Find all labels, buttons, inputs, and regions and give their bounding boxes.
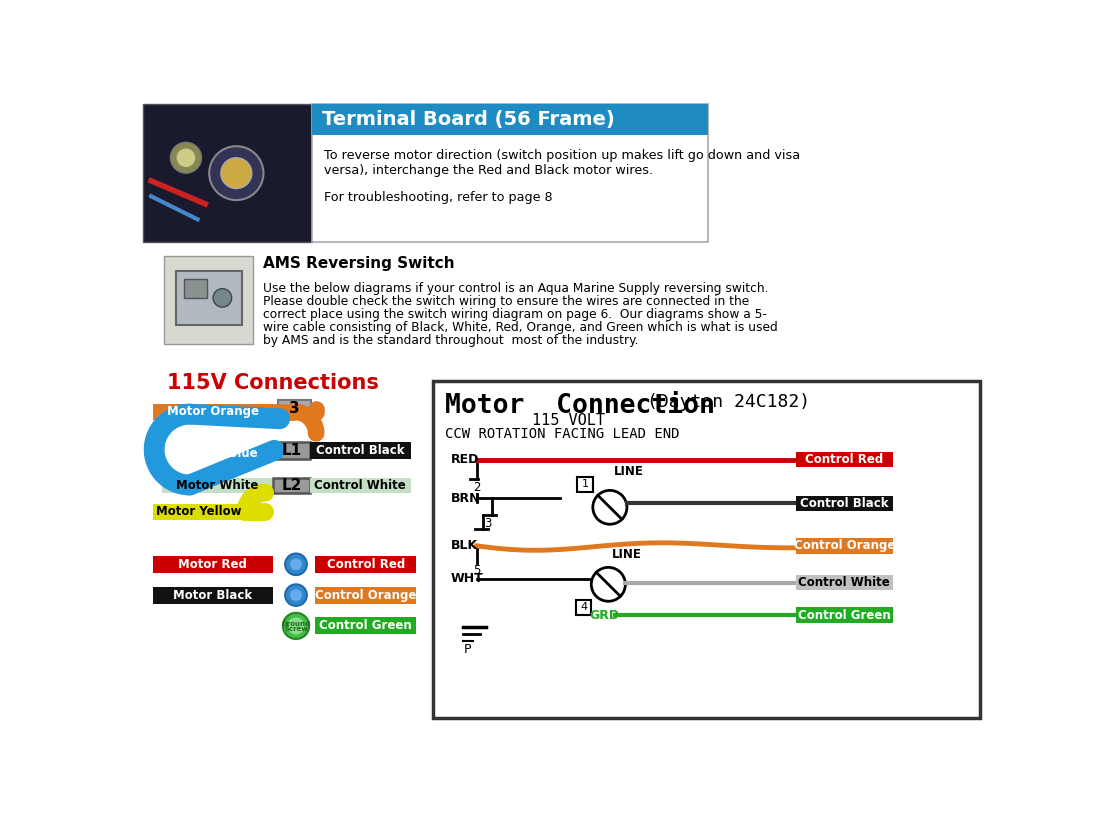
- Text: Control Black: Control Black: [800, 497, 889, 510]
- Bar: [183, 278, 207, 298]
- Text: versa), interchange the Red and Black motor wires.: versa), interchange the Red and Black mo…: [324, 164, 653, 177]
- Text: AMS Reversing Switch: AMS Reversing Switch: [262, 256, 454, 270]
- Bar: [152, 404, 273, 419]
- Text: L2: L2: [281, 479, 302, 493]
- Text: Motor Orange: Motor Orange: [167, 405, 259, 418]
- Text: wire cable consisting of Black, White, Red, Orange, and Green which is what is u: wire cable consisting of Black, White, R…: [262, 321, 778, 334]
- Text: 5: 5: [473, 564, 480, 577]
- Circle shape: [285, 584, 307, 606]
- Circle shape: [210, 147, 263, 200]
- Text: BRN: BRN: [451, 492, 480, 505]
- Bar: [796, 607, 893, 623]
- Text: LINE: LINE: [612, 548, 642, 561]
- Text: CCW ROTATION FACING LEAD END: CCW ROTATION FACING LEAD END: [444, 427, 679, 441]
- Text: LINE: LINE: [613, 465, 644, 478]
- Circle shape: [290, 558, 302, 571]
- Circle shape: [285, 554, 307, 575]
- Text: 2: 2: [474, 481, 480, 494]
- Text: Terminal Board (56 Frame): Terminal Board (56 Frame): [321, 110, 614, 129]
- Text: L1: L1: [281, 443, 302, 457]
- Text: (Dayton 24C182): (Dayton 24C182): [647, 392, 811, 410]
- Bar: [162, 478, 273, 493]
- Text: P: P: [464, 643, 472, 656]
- Text: Motor White: Motor White: [177, 479, 259, 492]
- Bar: [315, 587, 416, 603]
- Text: 4: 4: [580, 602, 587, 612]
- Text: GRD: GRD: [590, 609, 620, 622]
- Text: WHT: WHT: [451, 572, 484, 585]
- Text: Motor Red: Motor Red: [178, 558, 247, 571]
- Circle shape: [177, 148, 195, 167]
- Circle shape: [591, 567, 625, 602]
- Bar: [144, 104, 313, 243]
- Text: 3: 3: [484, 518, 491, 531]
- Text: Motor Yellow: Motor Yellow: [157, 505, 241, 519]
- Bar: [313, 104, 708, 243]
- Text: 115 VOLT: 115 VOLT: [532, 414, 606, 428]
- Bar: [576, 600, 591, 615]
- Text: BLK: BLK: [451, 540, 478, 553]
- Bar: [152, 587, 273, 603]
- Bar: [273, 442, 310, 459]
- Bar: [279, 400, 310, 418]
- Circle shape: [287, 617, 305, 634]
- Bar: [796, 538, 893, 554]
- Bar: [273, 478, 310, 493]
- Text: Control White: Control White: [799, 576, 890, 589]
- Text: Control Orange: Control Orange: [793, 540, 895, 553]
- Text: Control Green: Control Green: [319, 619, 412, 632]
- Bar: [310, 442, 410, 459]
- Text: Screw: Screw: [284, 626, 308, 632]
- Circle shape: [170, 142, 202, 173]
- Text: Control Red: Control Red: [805, 453, 883, 466]
- Text: 115V Connections: 115V Connections: [167, 374, 378, 393]
- Text: Control Red: Control Red: [327, 558, 405, 571]
- Text: Motor Black: Motor Black: [173, 589, 252, 602]
- Text: Control Black: Control Black: [316, 444, 405, 457]
- Bar: [152, 556, 273, 573]
- Bar: [176, 271, 241, 325]
- Text: To reverse motor direction (switch position up makes lift go down and visa: To reverse motor direction (switch posit…: [324, 148, 800, 161]
- Circle shape: [283, 613, 309, 639]
- Circle shape: [592, 490, 626, 524]
- Text: 1: 1: [581, 479, 589, 489]
- Bar: [315, 618, 416, 634]
- Text: Use the below diagrams if your control is an Aqua Marine Supply reversing switch: Use the below diagrams if your control i…: [262, 282, 768, 295]
- Text: Ground: Ground: [282, 620, 310, 627]
- Text: Control Green: Control Green: [798, 609, 891, 622]
- Bar: [313, 104, 708, 134]
- Circle shape: [290, 589, 302, 601]
- Bar: [796, 575, 893, 590]
- Text: RED: RED: [451, 453, 479, 466]
- Text: Control Orange: Control Orange: [315, 589, 417, 602]
- Text: Control White: Control White: [315, 479, 406, 492]
- Bar: [796, 452, 893, 467]
- Bar: [152, 504, 246, 519]
- Bar: [433, 381, 980, 718]
- Text: correct place using the switch wiring diagram on page 6.  Our diagrams show a 5-: correct place using the switch wiring di…: [262, 308, 767, 321]
- Circle shape: [213, 289, 231, 307]
- Text: For troubleshooting, refer to page 8: For troubleshooting, refer to page 8: [324, 190, 553, 204]
- Text: Motor Blue: Motor Blue: [184, 447, 257, 460]
- Text: Please double check the switch wiring to ensure the wires are connected in the: Please double check the switch wiring to…: [262, 295, 749, 308]
- Bar: [315, 556, 416, 573]
- Bar: [165, 256, 253, 344]
- Text: Motor  Connection: Motor Connection: [444, 392, 714, 418]
- Bar: [796, 496, 893, 511]
- Bar: [310, 478, 410, 493]
- Text: 3: 3: [290, 401, 299, 416]
- Circle shape: [220, 158, 252, 189]
- Text: by AMS and is the standard throughout  most of the industry.: by AMS and is the standard throughout mo…: [262, 334, 638, 347]
- Bar: [577, 476, 592, 492]
